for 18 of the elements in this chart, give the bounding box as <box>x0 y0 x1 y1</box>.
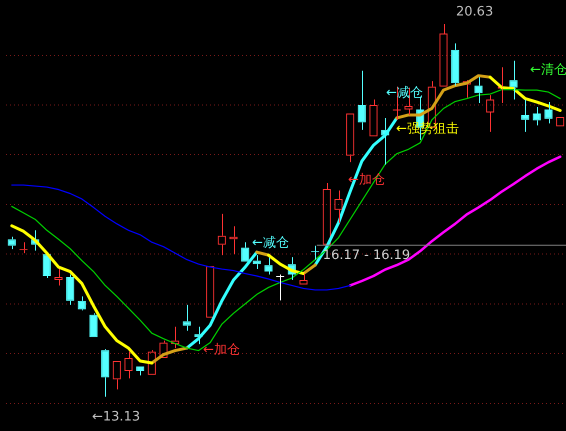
text: ←13.13 <box>92 409 140 424</box>
band-label: 16.17 - 16.19 <box>322 248 410 264</box>
candlestick <box>42 254 51 279</box>
candlestick <box>8 236 16 250</box>
candlestick <box>89 312 98 338</box>
annotation: ←减仓 <box>252 235 289 250</box>
candlestick <box>252 254 261 270</box>
annotation: ←清仓 <box>530 62 566 78</box>
candlestick <box>136 366 144 376</box>
candlestick <box>66 274 74 306</box>
text: 20.63 <box>456 4 494 20</box>
candlestick <box>358 70 366 130</box>
annotation: ←加仓 <box>203 342 240 358</box>
candlestick <box>101 348 110 398</box>
candlestick <box>474 76 483 104</box>
candlestick <box>451 42 460 86</box>
candlestick <box>241 242 250 262</box>
candlestick <box>182 304 191 332</box>
